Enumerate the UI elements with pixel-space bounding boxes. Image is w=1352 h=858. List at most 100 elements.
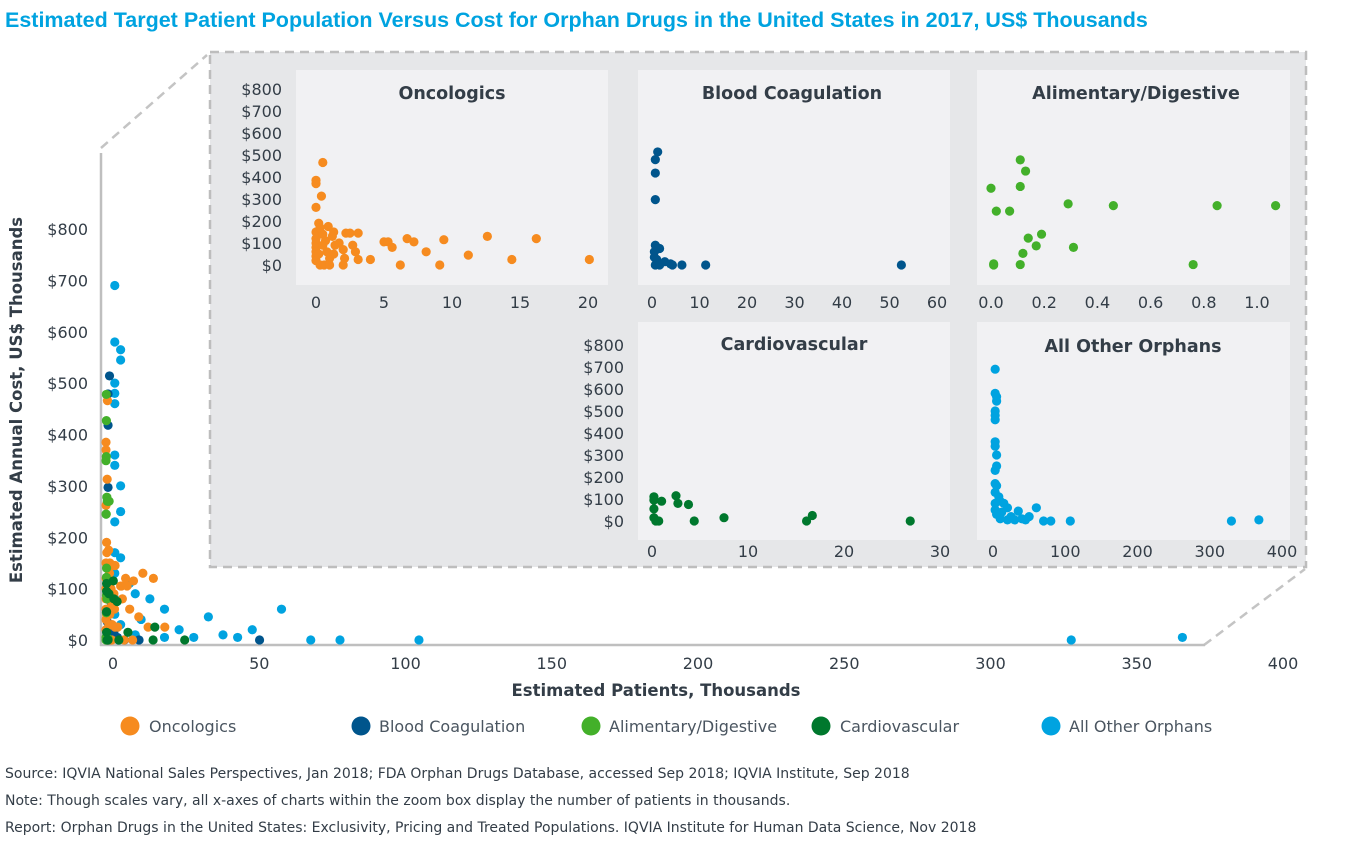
panel-y-tick-label: $400 bbox=[583, 424, 624, 443]
legend-label: Cardiovascular bbox=[840, 717, 959, 736]
legend-item-all-other-orphans: All Other Orphans bbox=[1041, 716, 1212, 736]
data-point-all-other-orphans bbox=[247, 625, 257, 635]
panel-data-point-oncologics bbox=[409, 237, 419, 247]
panel-alimentary-digestive: Alimentary/Digestive 0.0 0.2 0.4 0.6 0.8 1.0 bbox=[977, 70, 1290, 312]
data-point-cardiovascular bbox=[150, 622, 160, 632]
main-scatter-points bbox=[101, 280, 1187, 645]
data-point-oncologics bbox=[110, 560, 120, 571]
data-point-all-other-orphans bbox=[218, 630, 228, 640]
data-point-cardiovascular bbox=[101, 627, 112, 637]
panel-data-point-all-other-orphans bbox=[997, 507, 1007, 517]
panel-data-point-blood-coagulation bbox=[667, 260, 678, 270]
legend-item-alimentary-digestive: Alimentary/Digestive bbox=[581, 716, 777, 736]
panel-blood-coagulation: Blood Coagulation 0 10 20 30 40 50 60 bbox=[638, 70, 950, 312]
panel-data-point-alimentary-digestive bbox=[1271, 201, 1281, 211]
panel-data-point-oncologics bbox=[584, 254, 594, 265]
data-point-alimentary-digestive bbox=[101, 389, 111, 400]
data-point-all-other-orphans bbox=[110, 517, 120, 527]
data-point-all-other-orphans bbox=[116, 553, 126, 563]
panel-x-tick-label: 0.0 bbox=[978, 293, 1003, 312]
panel-data-point-cardiovascular bbox=[671, 491, 681, 501]
data-point-alimentary-digestive bbox=[101, 509, 111, 519]
data-point-cardiovascular bbox=[112, 596, 122, 607]
y-tick-label: $400 bbox=[47, 426, 88, 445]
panel-data-point-oncologics bbox=[311, 202, 321, 212]
panel-data-point-all-other-orphans bbox=[1254, 515, 1264, 525]
panel-data-point-oncologics bbox=[329, 249, 339, 259]
panel-y-tick-label: $0 bbox=[262, 256, 282, 275]
data-point-oncologics bbox=[125, 604, 135, 614]
panel-data-point-alimentary-digestive bbox=[1018, 248, 1028, 258]
data-point-alimentary-digestive bbox=[104, 496, 114, 506]
data-point-all-other-orphans bbox=[159, 632, 170, 643]
panel-data-point-oncologics bbox=[339, 253, 350, 263]
panel-y-tick-label: $300 bbox=[241, 190, 282, 209]
data-point-all-other-orphans bbox=[1177, 632, 1187, 643]
panel-data-point-cardiovascular bbox=[719, 513, 729, 523]
panel-data-point-cardiovascular bbox=[801, 516, 812, 526]
data-point-all-other-orphans bbox=[116, 355, 126, 365]
data-point-cardiovascular bbox=[103, 635, 113, 645]
panel-x-tick-label: 0.2 bbox=[1031, 293, 1056, 312]
panel-y-tick-label: $100 bbox=[241, 234, 282, 253]
panel-y-tick-label: $200 bbox=[583, 468, 624, 487]
panel-data-point-oncologics bbox=[435, 260, 445, 270]
legend-marker-oncologics bbox=[120, 716, 140, 736]
panel-x-tick-label: 40 bbox=[832, 293, 852, 312]
data-point-oncologics bbox=[107, 619, 117, 630]
data-point-oncologics bbox=[134, 612, 144, 622]
panel-data-point-oncologics bbox=[311, 179, 321, 189]
panel-data-point-oncologics bbox=[421, 247, 431, 257]
data-point-all-other-orphans bbox=[174, 625, 184, 635]
data-point-all-other-orphans bbox=[276, 604, 287, 614]
y-tick-label: $300 bbox=[47, 477, 88, 496]
data-point-oncologics bbox=[101, 437, 111, 447]
panel-y-tick-label: $600 bbox=[241, 124, 282, 143]
panel-y-tick-label: $0 bbox=[604, 512, 624, 531]
panel-x-tick-label: 200 bbox=[1122, 542, 1153, 561]
panel-y-tick-label: $700 bbox=[241, 102, 282, 121]
data-point-oncologics bbox=[101, 445, 111, 455]
y-axis-title: Estimated Annual Cost, US$ Thousands bbox=[7, 217, 26, 583]
legend-item-cardiovascular: Cardiovascular bbox=[811, 716, 959, 736]
panel-data-point-cardiovascular bbox=[905, 516, 915, 526]
panel-data-point-oncologics bbox=[345, 228, 355, 238]
panel-data-point-oncologics bbox=[330, 240, 340, 250]
panel-data-point-all-other-orphans bbox=[1020, 515, 1031, 525]
panel-y-tick-label: $500 bbox=[241, 146, 282, 165]
data-point-oncologics bbox=[101, 537, 112, 547]
data-point-blood-coagulation bbox=[254, 635, 265, 645]
legend-marker-cardiovascular bbox=[811, 716, 831, 736]
data-point-cardiovascular bbox=[148, 635, 158, 645]
data-point-oncologics bbox=[120, 573, 131, 583]
panel-data-point-all-other-orphans bbox=[1031, 503, 1041, 513]
data-point-all-other-orphans bbox=[110, 280, 120, 291]
panel-x-tick-label: 1.0 bbox=[1244, 293, 1269, 312]
panel-x-tick-label: 0 bbox=[311, 293, 321, 312]
panel-data-point-alimentary-digestive bbox=[1036, 229, 1047, 239]
panel-background bbox=[296, 70, 608, 285]
panel-data-point-alimentary-digestive bbox=[1015, 181, 1025, 192]
panel-y-tick-label: $400 bbox=[241, 168, 282, 187]
data-point-oncologics bbox=[102, 548, 112, 558]
panel-y-tick-label: $100 bbox=[583, 490, 624, 509]
panel-x-tick-label: 10 bbox=[738, 542, 758, 561]
panel-data-point-oncologics bbox=[325, 260, 335, 270]
panel-data-point-cardiovascular bbox=[689, 516, 699, 526]
footer-report: Report: Orphan Drugs in the United State… bbox=[5, 820, 976, 836]
data-point-all-other-orphans bbox=[335, 635, 345, 645]
panel-data-point-oncologics bbox=[531, 234, 541, 244]
panel-x-tick-label: 0 bbox=[647, 542, 657, 561]
panel-data-point-oncologics bbox=[350, 247, 361, 257]
panel-background bbox=[638, 70, 950, 285]
panel-data-point-oncologics bbox=[439, 235, 449, 245]
panel-y-tick-label: $300 bbox=[583, 446, 624, 465]
data-point-alimentary-digestive bbox=[101, 416, 111, 426]
panel-data-point-oncologics bbox=[327, 231, 337, 241]
panel-x-tick-label: 30 bbox=[930, 542, 950, 561]
panel-data-point-all-other-orphans bbox=[1046, 516, 1056, 526]
panel-data-point-alimentary-digestive bbox=[1212, 201, 1222, 211]
panel-x-tick-label: 0 bbox=[988, 542, 998, 561]
legend-label: Alimentary/Digestive bbox=[609, 717, 777, 736]
panel-data-point-oncologics bbox=[387, 242, 397, 252]
